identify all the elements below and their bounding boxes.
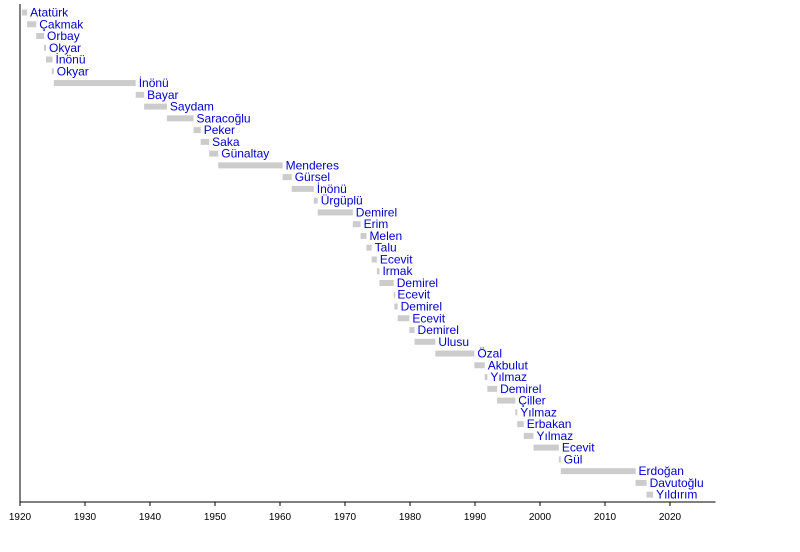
term-name-label: Demirel xyxy=(418,323,459,337)
term-bar xyxy=(144,103,167,110)
term-bar xyxy=(474,362,485,369)
x-tick-label: 2010 xyxy=(594,512,617,523)
term-name-label: Ürgüplü xyxy=(321,194,363,208)
term-bar xyxy=(166,115,194,122)
term-bar xyxy=(371,256,377,263)
term-bar xyxy=(46,56,53,63)
term-bar xyxy=(44,44,46,51)
term-name-label: Gül xyxy=(564,452,583,466)
term-name-label: Okyar xyxy=(49,41,81,55)
term-bar xyxy=(414,338,436,345)
term-name-label: Ecevit xyxy=(380,252,413,266)
term-name-label: İnönü xyxy=(56,53,86,67)
term-bar xyxy=(487,385,498,392)
term-name-label: Ecevit xyxy=(412,311,445,325)
term-bar xyxy=(193,127,201,134)
x-tick-label: 1930 xyxy=(74,512,97,523)
term-name-label: Saydam xyxy=(170,100,214,114)
term-bar xyxy=(397,315,410,322)
term-name-label: Erdoğan xyxy=(639,464,684,478)
term-bar xyxy=(517,421,524,428)
term-name-label: Demirel xyxy=(356,205,397,219)
term-name-label: Çiller xyxy=(518,394,545,408)
term-name-label: İnönü xyxy=(139,76,169,90)
term-bar xyxy=(560,468,636,475)
term-name-label: Yılmaz xyxy=(490,370,527,384)
term-bar xyxy=(435,350,475,357)
term-bar xyxy=(379,279,394,286)
term-bar xyxy=(646,491,654,498)
term-bar xyxy=(523,432,534,439)
x-tick-label: 1980 xyxy=(399,512,422,523)
term-bar xyxy=(484,374,488,381)
term-bar xyxy=(27,21,37,28)
term-name-label: Demirel xyxy=(397,276,438,290)
term-bar xyxy=(135,91,145,98)
term-bar xyxy=(282,174,292,181)
x-tick-label: 2000 xyxy=(529,512,552,523)
term-bar xyxy=(51,68,54,75)
term-name-label: Yılmaz xyxy=(537,429,574,443)
term-name-label: Okyar xyxy=(57,64,89,78)
x-axis-ticks: 1920 1930 1940 1950 1960 1970 1980 1990 2000 2010… xyxy=(9,502,682,523)
term-bar xyxy=(209,150,219,157)
term-name-label: Irmak xyxy=(382,264,413,278)
term-bar xyxy=(409,327,415,334)
term-name-label: Saka xyxy=(212,135,240,149)
term-bar xyxy=(533,444,559,451)
term-name-label: Melen xyxy=(369,229,402,243)
term-bar xyxy=(352,221,361,228)
term-bar xyxy=(635,479,647,486)
x-tick-label: 1960 xyxy=(269,512,292,523)
term-name-label: Yılmaz xyxy=(520,405,557,419)
term-name-label: Atatürk xyxy=(30,6,69,20)
term-bar xyxy=(360,232,367,239)
x-tick-label: 1990 xyxy=(464,512,487,523)
term-name-label: Günaltay xyxy=(221,147,269,161)
term-name-label: İnönü xyxy=(317,182,347,196)
term-name-label: Özal xyxy=(477,347,502,361)
term-name-label: Ulusu xyxy=(438,335,469,349)
term-name-label: Yıldırım xyxy=(656,488,697,502)
term-name-label: Bayar xyxy=(147,88,178,102)
term-name-label: Demirel xyxy=(401,300,442,314)
term-name-label: Saracoğlu xyxy=(197,111,251,125)
term-bar xyxy=(291,185,314,192)
term-bar xyxy=(218,162,283,169)
term-bars xyxy=(21,9,654,498)
term-bar xyxy=(558,456,561,463)
term-bar xyxy=(200,138,210,145)
term-bar xyxy=(53,80,136,87)
x-tick-label: 1970 xyxy=(334,512,357,523)
term-bar xyxy=(313,197,318,204)
term-name-label: Erbakan xyxy=(527,417,572,431)
term-name-label: Çakmak xyxy=(39,17,84,31)
x-tick-label: 1950 xyxy=(204,512,227,523)
term-bar xyxy=(497,397,516,404)
term-bar xyxy=(393,291,396,298)
term-labels: AtatürkÇakmakOrbayOkyarİnönüOkyarİnönüBa… xyxy=(30,6,703,502)
term-name-label: Ecevit xyxy=(562,441,595,455)
term-name-label: Demirel xyxy=(500,382,541,396)
term-name-label: Orbay xyxy=(47,29,80,43)
term-bar xyxy=(515,409,518,416)
term-name-label: Talu xyxy=(375,241,397,255)
term-bar xyxy=(394,303,398,310)
term-name-label: Peker xyxy=(204,123,235,137)
term-bar xyxy=(36,33,45,40)
x-tick-label: 1920 xyxy=(9,512,32,523)
term-name-label: Ecevit xyxy=(397,288,430,302)
term-name-label: Erim xyxy=(364,217,389,231)
term-name-label: Menderes xyxy=(286,158,339,172)
term-bar xyxy=(366,244,372,251)
term-name-label: Akbulut xyxy=(488,358,529,372)
term-name-label: Gürsel xyxy=(295,170,330,184)
x-tick-label: 2020 xyxy=(659,512,682,523)
term-bar xyxy=(317,209,353,216)
term-bar xyxy=(21,9,28,16)
x-tick-label: 1940 xyxy=(139,512,162,523)
term-name-label: Davutoğlu xyxy=(650,476,704,490)
term-bar xyxy=(376,268,380,275)
